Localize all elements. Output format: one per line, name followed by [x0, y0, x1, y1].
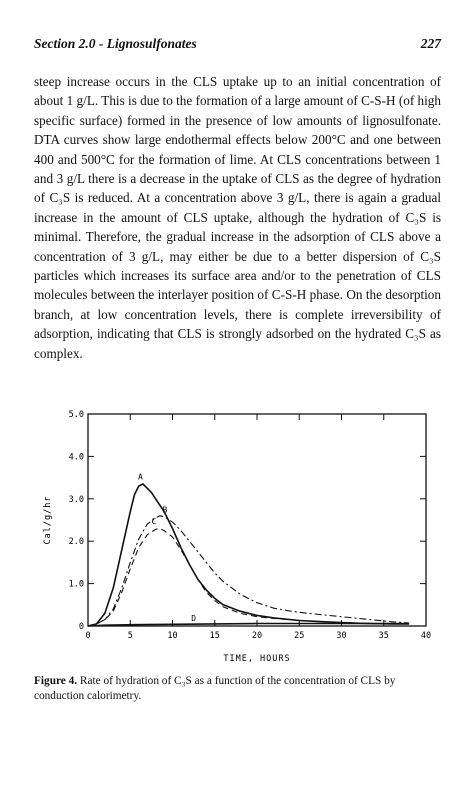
hydration-rate-chart: 0 5 10 15 20 25 30 35 40 0 1.0 2.0 3.0 4.0 5.0 A BC D TI… [43, 410, 431, 664]
y-tick-label: 3.0 [69, 495, 84, 505]
x-axis-label: TIME, HOURS [223, 654, 290, 662]
page-number: 227 [420, 36, 441, 51]
x-tick-label: 15 [210, 631, 220, 641]
curve-label: A [138, 473, 143, 482]
x-tick-label: 10 [167, 631, 177, 641]
section-title: Section 2.0 - Lignosulfonates [34, 36, 197, 51]
x-tick-label: 0 [85, 631, 90, 641]
x-tick-label: 20 [252, 631, 262, 641]
caption-text: Rate of hydration of C₃S as a function o… [34, 675, 396, 702]
y-tick-label: 0 [79, 622, 84, 632]
x-tick-label: 5 [128, 631, 133, 641]
paragraph: steep increase occurs in the CLS uptake … [34, 74, 441, 361]
y-tick-label: 5.0 [69, 410, 84, 420]
x-tick-label: 30 [336, 631, 346, 641]
series-line-c [87, 527, 410, 627]
x-tick-label: 25 [294, 631, 304, 641]
x-tick-label: 35 [379, 631, 389, 641]
series-line-a [87, 483, 410, 627]
curve-label: C [151, 517, 156, 526]
caption-label: Figure 4. [34, 675, 78, 687]
curve-label: B [162, 505, 167, 514]
body-text: steep increase occurs in the CLS uptake … [34, 72, 441, 363]
running-header: Section 2.0 - Lignosulfonates 227 [34, 36, 441, 52]
curve-label: D [191, 614, 196, 623]
series-line-b [87, 515, 410, 627]
plot-frame [87, 413, 427, 627]
series-line-d [87, 622, 410, 627]
x-tick-label: 40 [421, 631, 431, 641]
y-tick-label: 4.0 [69, 452, 84, 462]
figure-caption: Figure 4. Rate of hydration of C₃S as a … [34, 674, 441, 704]
y-axis-label: Cal/g/hr [43, 496, 53, 545]
y-tick-label: 1.0 [69, 580, 84, 590]
y-tick-label: 2.0 [69, 537, 84, 547]
